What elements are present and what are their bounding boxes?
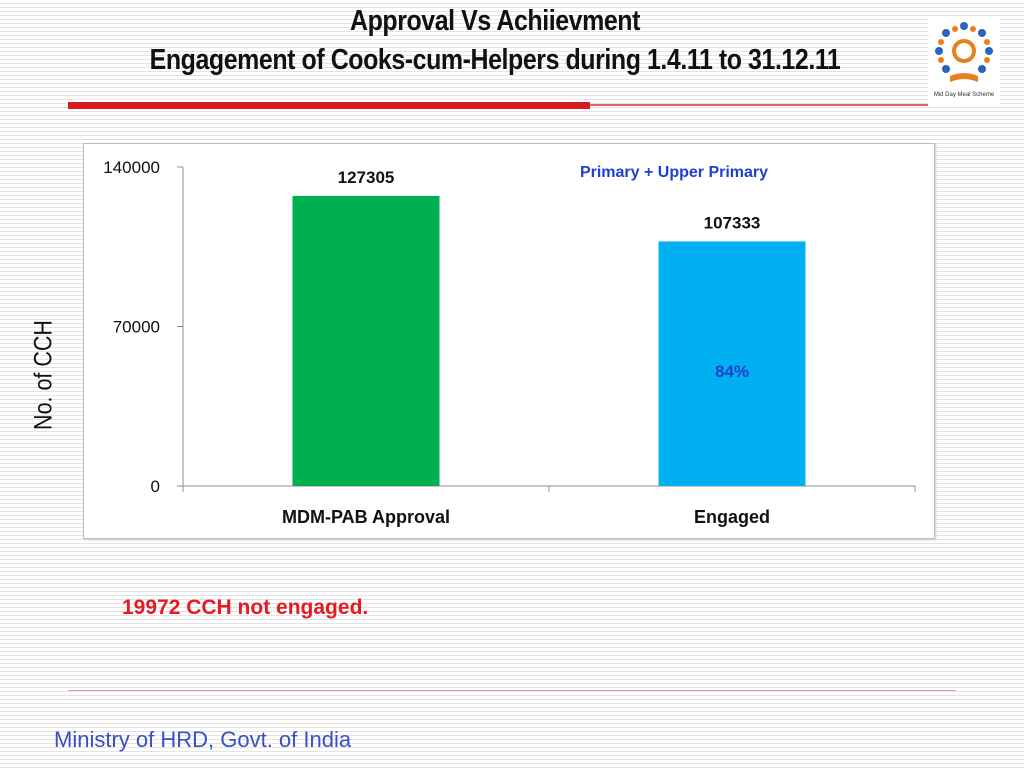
x-tick-label: Engaged bbox=[694, 507, 770, 527]
y-tick-label: 70000 bbox=[113, 318, 160, 337]
mdm-logo-icon bbox=[935, 22, 993, 82]
y-axis-label: No. of CCH bbox=[29, 320, 58, 430]
slide-subtitle: Engagement of Cooks-cum-Helpers during 1… bbox=[149, 44, 841, 76]
x-tick-label: MDM-PAB Approval bbox=[282, 507, 450, 527]
title-underline-thin bbox=[590, 104, 956, 106]
y-tick-label: 0 bbox=[151, 477, 160, 496]
data-label: 127305 bbox=[338, 168, 395, 187]
footer-text: Ministry of HRD, Govt. of India bbox=[54, 727, 352, 752]
footer-divider bbox=[68, 690, 956, 691]
y-tick-label: 140000 bbox=[103, 158, 160, 177]
bar-chart: 0 70000 140000 127305 MDM-PAB Approval 107333… bbox=[103, 158, 916, 527]
chart-frame: 0 70000 140000 127305 MDM-PAB Approval 107333… bbox=[83, 143, 935, 539]
legend-label: Primary + Upper Primary bbox=[580, 164, 768, 181]
logo-caption: Mid Day Meal Scheme bbox=[933, 92, 995, 98]
mdm-logo: Mid Day Meal Scheme bbox=[928, 18, 1000, 106]
data-label: 107333 bbox=[704, 213, 761, 232]
percent-annotation: 84% bbox=[715, 362, 749, 381]
note-text: 19972 CCH not engaged. bbox=[122, 596, 369, 619]
bar bbox=[292, 195, 440, 487]
slide-title: Approval Vs Achiievment bbox=[350, 5, 640, 37]
bar bbox=[658, 241, 806, 486]
title-underline-red bbox=[68, 102, 590, 109]
